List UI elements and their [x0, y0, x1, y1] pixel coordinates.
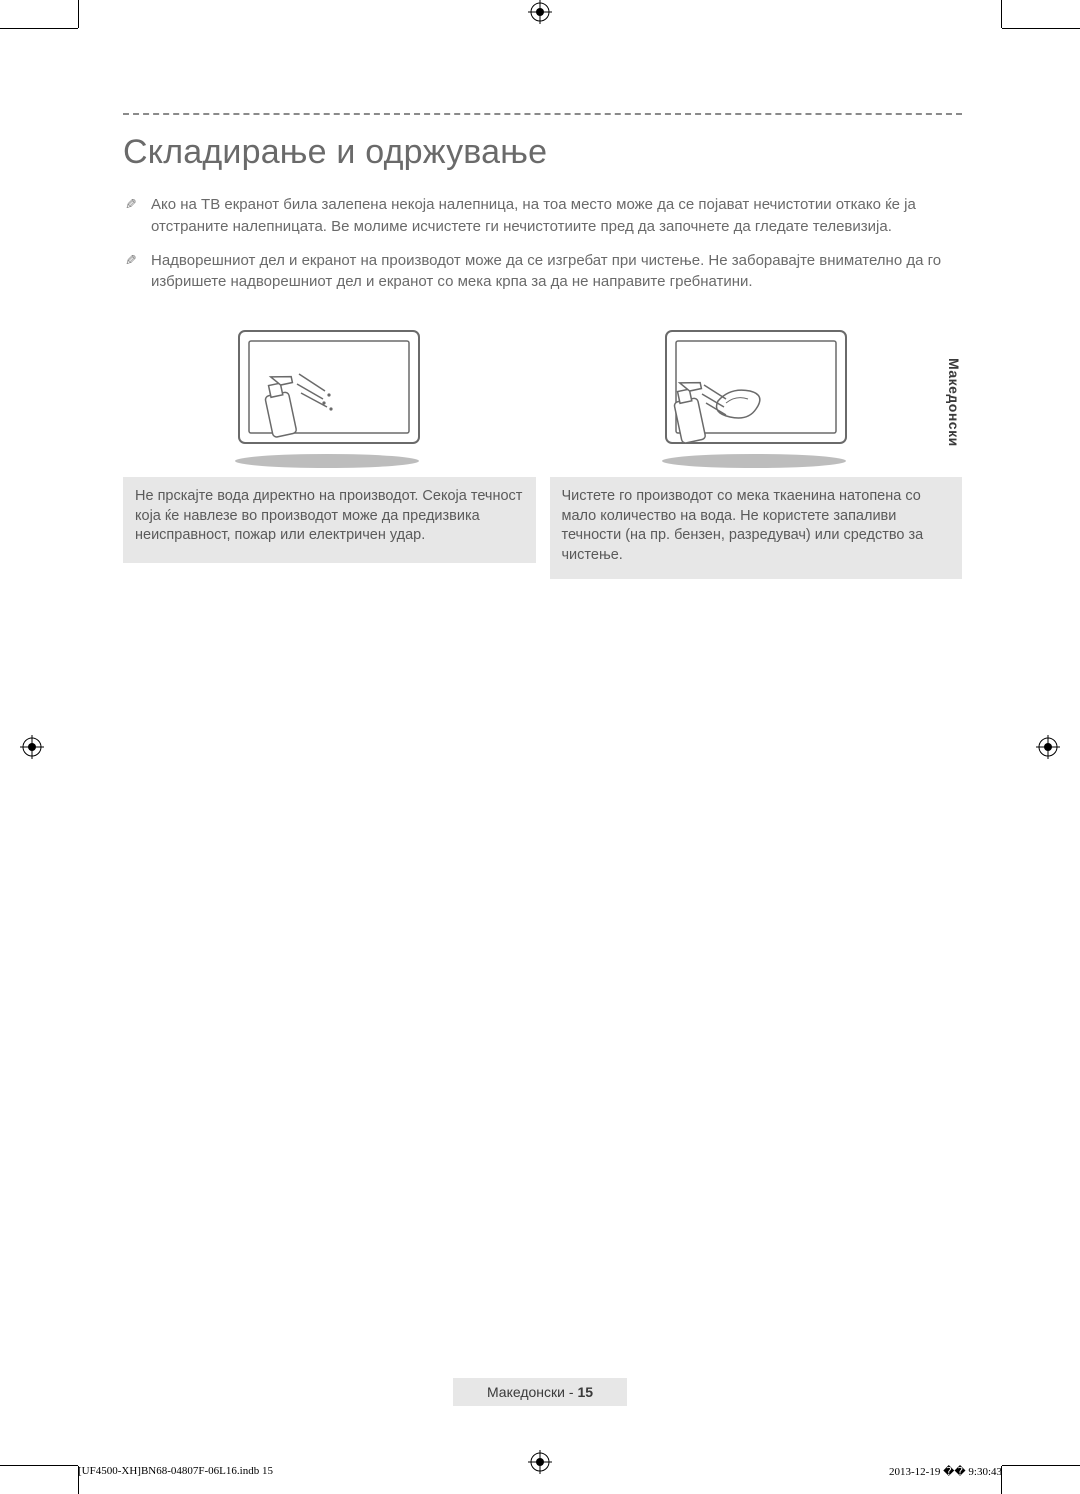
figure-row: Не прскајте вода директно на производот.…: [123, 317, 962, 579]
bullet-list: Ако на ТВ екранот била залепена некоја н…: [123, 194, 962, 293]
caption-left: Не прскајте вода директно на производот.…: [123, 477, 536, 563]
page-footer-number: 15: [577, 1384, 593, 1400]
registration-mark-icon: [20, 735, 44, 759]
figure-right: Чистете го производот со мека ткаенина н…: [550, 317, 963, 579]
page-number-box: Македонски - 15: [453, 1378, 627, 1406]
language-tab: Македонски: [946, 350, 962, 455]
tv-spray-direct-icon: [123, 317, 536, 477]
page-footer-lang: Македонски: [487, 1384, 565, 1400]
bullet-item: Ако на ТВ екранот била залепена некоја н…: [123, 194, 962, 238]
caption-right: Чистете го производот со мека ткаенина н…: [550, 477, 963, 579]
figure-left: Не прскајте вода директно на производот.…: [123, 317, 536, 579]
print-footer-right: 2013-12-19 �� 9:30:43: [889, 1465, 1002, 1478]
section-title: Складирање и одржување: [123, 133, 962, 172]
print-footer-left: [UF4500-XH]BN68-04807F-06L16.indb 15: [78, 1465, 273, 1478]
bullet-item: Надворешниот дел и екранот на производот…: [123, 250, 962, 294]
page-content: Складирање и одржување Ако на ТВ екранот…: [78, 28, 1002, 1466]
section-divider: [123, 113, 962, 115]
registration-mark-icon: [528, 0, 552, 24]
registration-mark-icon: [1036, 735, 1060, 759]
tv-spray-cloth-icon: [550, 317, 963, 477]
print-footer: [UF4500-XH]BN68-04807F-06L16.indb 15 201…: [78, 1465, 1002, 1478]
